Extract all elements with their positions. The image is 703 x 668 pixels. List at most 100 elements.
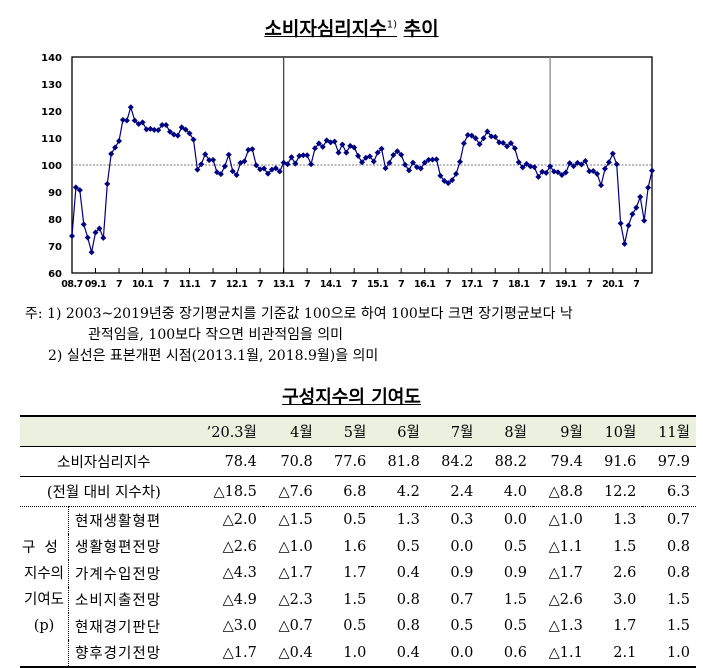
data-point-marker <box>535 173 542 180</box>
header-cell: 5월 <box>318 415 373 447</box>
data-point-marker <box>206 157 213 164</box>
data-point-marker <box>198 161 205 168</box>
data-point-marker <box>139 119 146 126</box>
cell: 1.3 <box>613 512 637 529</box>
data-point-marker <box>629 211 636 218</box>
data-point-marker <box>72 184 79 191</box>
data-point-marker <box>554 169 561 176</box>
x-tick-label: 17.1 <box>461 279 482 290</box>
data-point-marker <box>433 156 440 163</box>
data-point-marker <box>500 139 507 146</box>
cell: 0.5 <box>503 538 527 555</box>
data-point-marker <box>519 164 526 171</box>
component-label: 소비지출전망 <box>75 593 162 610</box>
data-point-marker <box>315 140 322 147</box>
data-point-marker <box>453 170 460 177</box>
cell: 0.6 <box>479 639 533 668</box>
x-tick-label: 15.1 <box>367 279 388 290</box>
data-point-marker <box>190 136 197 143</box>
cell: 0.4 <box>396 565 420 582</box>
cell: 84.2 <box>425 446 480 477</box>
data-point-marker <box>123 117 130 124</box>
x-tick-label: 18.1 <box>508 279 529 290</box>
note-1-line-1: 2003~2019년중 장기평균치를 기준값 100으로 하여 100보다 크면… <box>65 306 573 322</box>
y-tick-label: 130 <box>41 80 62 91</box>
data-point-marker <box>339 141 346 148</box>
x-tick-label: 13.1 <box>273 279 294 290</box>
data-point-marker <box>374 149 381 156</box>
data-point-marker <box>558 171 565 178</box>
component-rows: 구 성 지수의 기여도 (p) 현재생활형편 △2.0 △1.5 0.5 1.3 0.3 0.0 △1… <box>20 506 696 668</box>
note-2-number: 2) <box>48 348 63 364</box>
cell: △1.1 <box>532 639 589 668</box>
cell: 0.4 <box>372 639 426 668</box>
cell: △2.0 <box>222 512 257 529</box>
y-tick-label: 60 <box>48 269 62 280</box>
data-point-marker <box>527 163 534 170</box>
x-tick-label: 10.1 <box>132 279 153 290</box>
cell: 0.3 <box>450 512 474 529</box>
cell: 97.9 <box>642 446 696 477</box>
data-point-marker <box>637 193 644 200</box>
x-tick-label: 7 <box>210 279 216 290</box>
data-point-marker <box>468 132 475 139</box>
note-1-number: 1) <box>47 306 62 322</box>
data-point-marker <box>202 151 209 158</box>
data-point-marker <box>343 149 350 156</box>
x-tick-label: 16.1 <box>414 279 435 290</box>
cell: 1.5 <box>666 591 690 608</box>
table-row-component: 현재경기판단 △3.0 △0.7 0.5 0.8 0.5 0.5 △1.3 1.7 1.5 <box>20 613 696 640</box>
cell: 1.5 <box>666 618 690 635</box>
data-point-marker <box>253 162 260 169</box>
cell: △4.9 <box>222 591 257 608</box>
data-point-marker <box>249 146 256 153</box>
y-tick-label: 140 <box>41 53 62 64</box>
data-point-marker <box>245 146 252 153</box>
x-tick-label: 08.7 <box>61 279 82 290</box>
component-label: 현재생활형편 <box>75 513 162 530</box>
data-point-marker <box>280 159 287 166</box>
data-point-marker <box>112 144 119 151</box>
header-cell: 10월 <box>588 415 643 447</box>
cell: △1.7 <box>278 565 313 582</box>
x-tick-label: 7 <box>445 279 451 290</box>
cell: △8.8 <box>532 476 589 507</box>
data-point-marker <box>551 168 558 175</box>
component-label: 가계수입전망 <box>75 566 162 583</box>
data-point-marker <box>511 145 518 152</box>
data-point-marker <box>84 234 91 241</box>
data-point-marker <box>116 137 123 144</box>
data-point-marker <box>617 220 624 227</box>
y-tick-label: 70 <box>48 242 62 253</box>
cell: 1.0 <box>318 639 373 668</box>
cell: 6.8 <box>318 476 373 507</box>
cell: 1.0 <box>642 639 696 668</box>
cell: 0.8 <box>666 565 690 582</box>
note-2-text: 실선은 표본개편 시점(2013.1월, 2018.9월)을 의미 <box>66 348 379 364</box>
data-point-marker <box>366 153 373 160</box>
data-point-marker <box>578 161 585 168</box>
cell: △3.0 <box>222 618 257 635</box>
cell: 77.6 <box>318 446 373 477</box>
data-point-marker <box>480 135 487 142</box>
cell: 0.9 <box>503 565 527 582</box>
cell: 0.7 <box>666 512 690 529</box>
cell: △2.3 <box>278 591 313 608</box>
data-point-marker <box>127 104 134 111</box>
header-cell: 9월 <box>532 415 589 447</box>
table-row-component: 가계수입전망 △4.3 △1.7 1.7 0.4 0.9 0.9 △1.7 2.6 0.8 <box>20 560 696 587</box>
x-tick-label: 09.1 <box>85 279 106 290</box>
component-label: 현재경기판단 <box>75 619 162 636</box>
data-point-marker <box>261 165 268 172</box>
cell: 1.7 <box>343 565 367 582</box>
cell: 78.4 <box>187 446 263 477</box>
data-point-marker <box>210 156 217 163</box>
data-point-marker <box>598 182 605 189</box>
cell: △18.5 <box>187 476 263 507</box>
data-point-marker <box>264 170 271 177</box>
data-point-marker <box>594 170 601 177</box>
data-point-marker <box>382 165 389 172</box>
data-point-marker <box>225 151 232 158</box>
data-point-marker <box>562 169 569 176</box>
data-point-marker <box>69 233 75 240</box>
